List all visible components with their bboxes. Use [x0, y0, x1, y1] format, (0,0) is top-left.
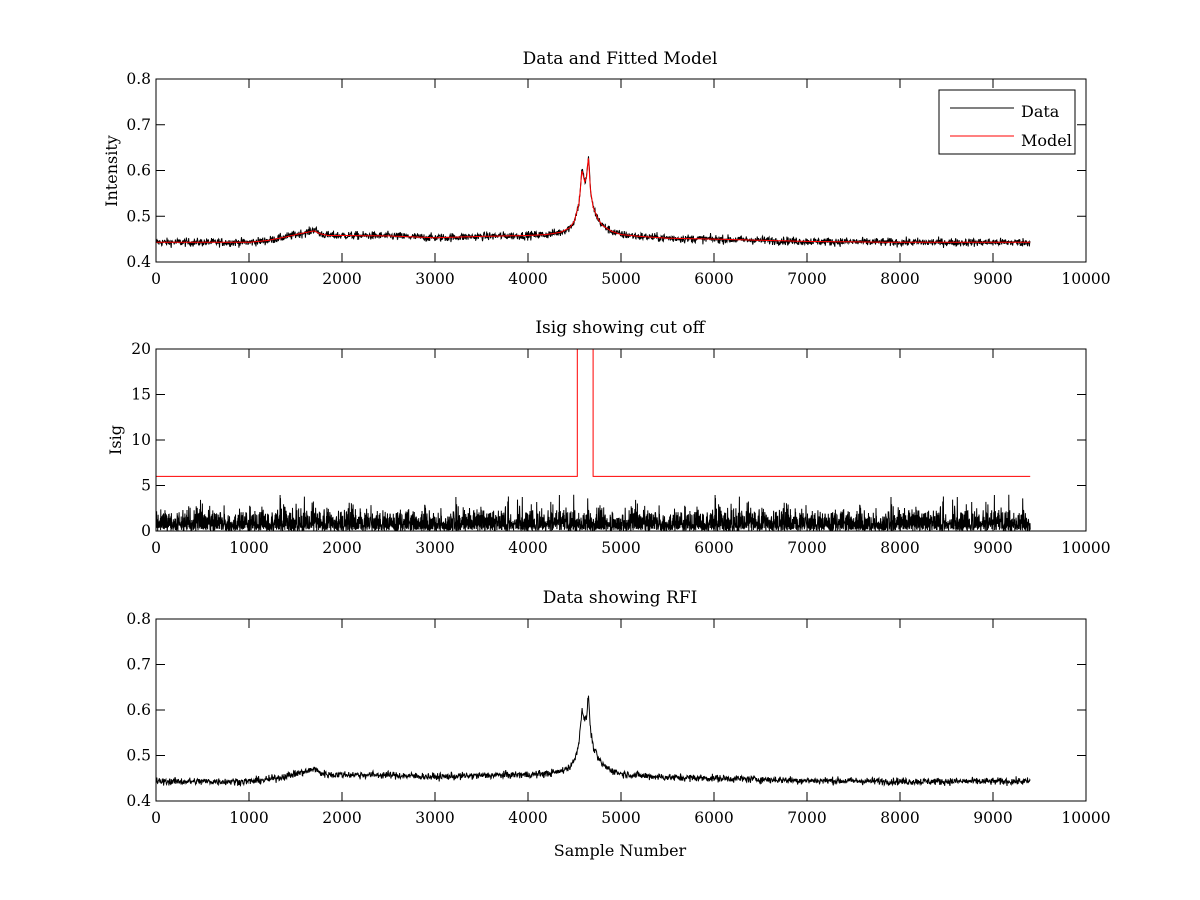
x-tick-label: 0 — [151, 539, 161, 557]
panel-data-and-fitted-model: Data and Fitted Model Intensity 0 1000 200… — [102, 49, 1111, 288]
series-line-step-1 — [156, 349, 1031, 477]
x-tick-label: 6000 — [694, 270, 733, 288]
x-tick-label: 3000 — [415, 539, 454, 557]
x-tick-label: 10000 — [1061, 270, 1110, 288]
x-tick-label: 8000 — [880, 539, 919, 557]
plot-area: 0 1000 2000 3000 4000 5000 6000 7000 8000 9000 100… — [126, 610, 1110, 827]
panel-isig-showing-cut-off: Isig showing cut off Isig 0 1000 2000 3000 4… — [106, 318, 1111, 557]
legend: Data Model — [938, 89, 1076, 155]
x-tick-label: 10000 — [1061, 539, 1110, 557]
x-tick-label: 8000 — [880, 270, 919, 288]
x-tick-label: 5000 — [601, 809, 640, 827]
panel-title: Isig showing cut off — [535, 318, 706, 338]
x-tick-label: 4000 — [508, 539, 547, 557]
x-tick-label: 9000 — [973, 270, 1012, 288]
x-tick-label: 3000 — [415, 270, 454, 288]
y-tick-label: 15 — [131, 386, 151, 404]
y-tick-label: 0.6 — [126, 162, 151, 180]
panel-data-showing-rfi: Data showing RFI Sample Number 0 1000 2000… — [126, 588, 1110, 860]
x-tick-label: 3000 — [415, 809, 454, 827]
legend-box — [938, 89, 1076, 155]
series-group — [156, 349, 1031, 531]
y-tick-label: 0.5 — [126, 747, 151, 765]
y-tick-label: 0.6 — [126, 701, 151, 719]
panel-title: Data showing RFI — [543, 588, 698, 608]
x-tick-label: 4000 — [508, 809, 547, 827]
x-tick-label: 1000 — [229, 809, 268, 827]
y-tick-label: 0.8 — [126, 610, 151, 628]
x-tick-label: 10000 — [1061, 809, 1110, 827]
series-line-line-0 — [156, 695, 1031, 787]
plot-area: 0 1000 2000 3000 4000 5000 6000 7000 8000 9000 100… — [126, 70, 1110, 288]
series-group — [156, 156, 1031, 248]
x-tick-label: 9000 — [973, 539, 1012, 557]
y-axis-label: Isig — [106, 425, 125, 455]
x-axis-label: Sample Number — [554, 841, 687, 860]
plot-area: 0 1000 2000 3000 4000 5000 6000 7000 8000 9000 100… — [131, 340, 1110, 557]
x-tick-label: 1000 — [229, 539, 268, 557]
x-tick-label: 7000 — [787, 809, 826, 827]
y-tick-label: 0.7 — [126, 116, 151, 134]
x-tick-label: 1000 — [229, 270, 268, 288]
x-tick-label: 0 — [151, 809, 161, 827]
x-tick-label: 2000 — [322, 539, 361, 557]
series-group — [156, 695, 1031, 787]
x-tick-label: 5000 — [601, 270, 640, 288]
y-tick-label: 0.7 — [126, 656, 151, 674]
y-tick-label: 5 — [141, 477, 151, 495]
y-tick-label: 0.5 — [126, 207, 151, 225]
y-tick-label: 10 — [131, 431, 151, 449]
y-tick-label: 0.8 — [126, 70, 151, 88]
series-line-noise-0 — [156, 494, 1031, 531]
x-tick-label: 5000 — [601, 539, 640, 557]
y-tick-label: 0.4 — [126, 253, 151, 271]
x-tick-label: 4000 — [508, 270, 547, 288]
x-tick-label: 7000 — [787, 539, 826, 557]
series-line-model — [156, 158, 1031, 243]
x-tick-label: 9000 — [973, 809, 1012, 827]
x-tick-label: 6000 — [694, 809, 733, 827]
panel-title: Data and Fitted Model — [523, 49, 718, 69]
y-tick-label: 0 — [141, 522, 151, 540]
x-tick-label: 0 — [151, 270, 161, 288]
legend-label-data: Data — [1021, 102, 1060, 121]
y-axis-label: Intensity — [102, 135, 121, 207]
legend-label-model: Model — [1021, 131, 1072, 150]
x-tick-label: 7000 — [787, 270, 826, 288]
x-tick-label: 6000 — [694, 539, 733, 557]
y-tick-label: 20 — [131, 340, 151, 358]
x-tick-label: 2000 — [322, 809, 361, 827]
x-tick-label: 8000 — [880, 809, 919, 827]
x-tick-label: 2000 — [322, 270, 361, 288]
y-tick-label: 0.4 — [126, 792, 151, 810]
